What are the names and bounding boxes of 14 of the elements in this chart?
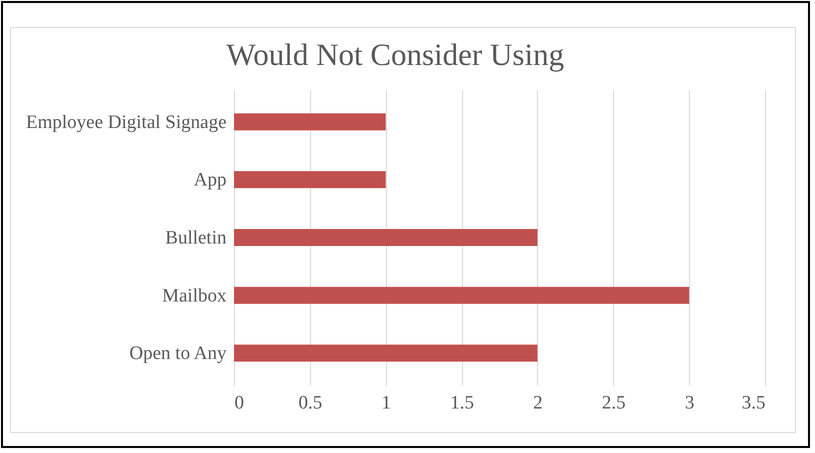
x-tick-label: 2: [533, 392, 543, 414]
x-tick-label: 0: [234, 392, 244, 414]
x-tick-label: 1.5: [450, 392, 474, 414]
x-tick-label: 3.5: [742, 392, 766, 414]
y-tick-label: App: [194, 170, 226, 191]
x-tick-label: 3: [684, 392, 694, 414]
x-tick-label: 1: [381, 392, 391, 414]
y-tick-label: Bulletin: [165, 228, 227, 248]
x-tick-label: 0.5: [298, 392, 322, 414]
x-tick-label: 2.5: [602, 392, 626, 414]
chart-title: Would Not Consider Using: [226, 37, 564, 72]
y-tick-label: Mailbox: [162, 285, 227, 306]
y-tick-label: Open to Any: [129, 343, 227, 364]
y-tick-label: Employee Digital Signage: [26, 112, 226, 133]
